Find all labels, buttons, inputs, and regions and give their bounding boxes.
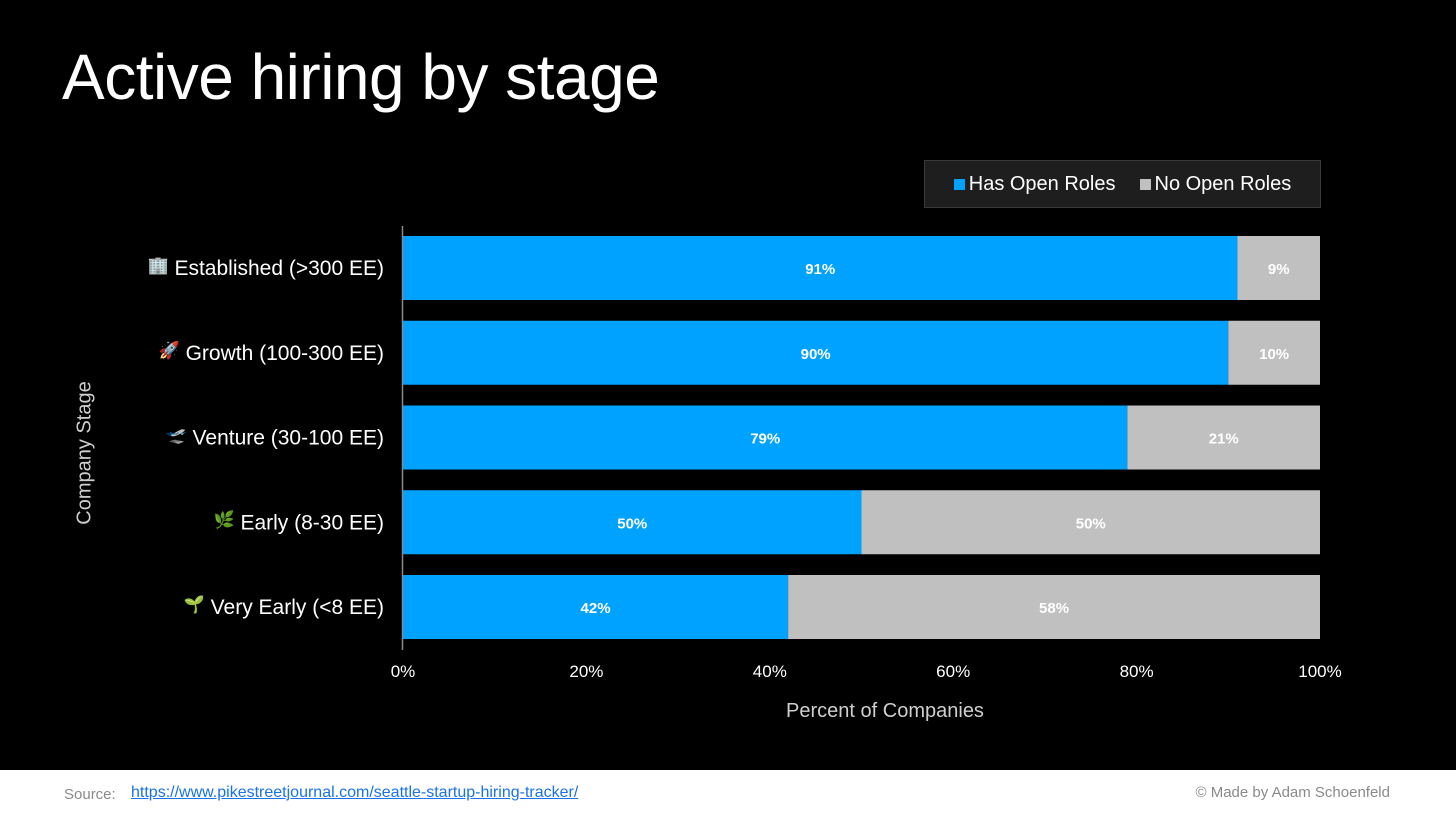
x-axis-title: Percent of Companies [786,700,984,722]
legend-label-has-open-roles: Has Open Roles [968,172,1116,195]
data-label: 50% [617,515,647,532]
bar-segment-no-open-roles [1228,320,1320,385]
category-label-text: Established (>300 EE) [169,257,384,280]
legend-item-no-open-roles: No Open Roles [1139,172,1292,196]
x-tick-label: 20% [569,662,603,681]
legend-swatch-no-open-roles [1139,178,1151,190]
data-label: 9% [1268,261,1290,278]
bar-segment-no-open-roles [788,575,1320,639]
source-link[interactable]: https://www.pikestreetjournal.com/seattl… [131,784,579,801]
x-tick-label: 100% [1298,662,1341,681]
category-label-text: Growth (100-300 EE) [180,342,384,365]
legend-item-has-open-roles: Has Open Roles [953,172,1116,196]
data-label: 21% [1209,431,1239,448]
bar-segment-has-open-roles [403,405,1128,470]
data-label: 91% [805,261,835,278]
data-label: 42% [581,600,611,617]
bar-segment-no-open-roles [1127,405,1320,470]
data-label: 58% [1039,600,1069,617]
legend-swatch-has-open-roles [953,178,965,190]
credit-text: © Made by Adam Schoenfeld [1195,784,1390,801]
y-axis-title: Company Stage [73,381,96,525]
chart-legend: Has Open Roles No Open Roles [924,160,1321,208]
data-label: 79% [750,431,780,448]
legend-label-no-open-roles: No Open Roles [1154,172,1292,195]
category-label-text: Early (8-30 EE) [235,511,384,534]
x-tick-label: 40% [753,662,787,681]
stacked-bar-chart: 91% 9% 🏢 Established (>300 EE) 90% 10% 🚀 Grow… [147,226,1342,681]
source-label: Source: [64,786,116,803]
category-label: 🚀 Growth (100-300 EE) [159,340,384,365]
category-label: 🌱 Very Early (<8 EE) [184,595,384,619]
bar-segment-has-open-roles [403,320,1229,385]
category-label: 🏢 Established (>300 EE) [147,256,384,280]
category-label-text: Very Early (<8 EE) [205,596,384,619]
x-tick-label: 60% [936,662,970,681]
seedling-icon: 🌱 [184,595,205,614]
x-tick-label: 80% [1120,662,1154,681]
office-building-icon: 🏢 [147,256,168,275]
bar-segment-no-open-roles [861,490,1320,555]
airplane-icon: 🛫 [166,426,187,445]
bar-segment-has-open-roles [403,490,862,555]
category-label: 🛫 Venture (30-100 EE) [166,426,384,450]
footer: Source: https://www.pikestreetjournal.co… [0,770,1456,820]
rocket-icon: 🚀 [159,340,180,360]
category-label: 🌿 Early (8-30 EE) [213,509,384,534]
data-label: 50% [1076,515,1106,532]
bar-segment-has-open-roles [403,236,1238,300]
page-title: Active hiring by stage [62,41,660,113]
category-label-text: Venture (30-100 EE) [187,427,384,450]
bar-segment-has-open-roles [403,575,789,639]
data-label: 10% [1259,346,1289,363]
herb-icon: 🌿 [213,509,234,529]
x-tick-label: 0% [391,662,416,681]
data-label: 90% [801,346,831,363]
bar-segment-no-open-roles [1237,236,1320,300]
